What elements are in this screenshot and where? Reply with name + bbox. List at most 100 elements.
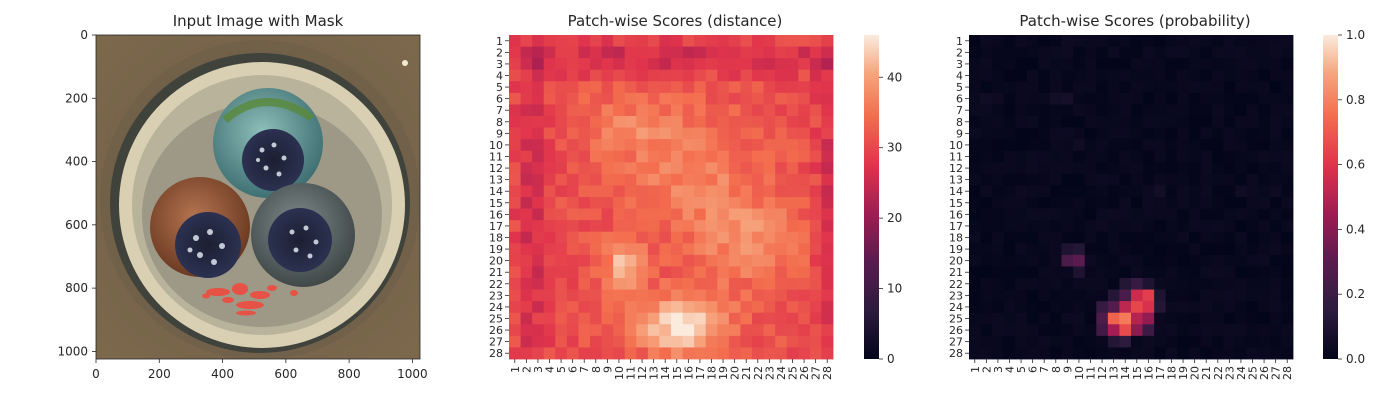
heatmap-cell — [1061, 81, 1074, 94]
row-tick-label: 23 — [489, 289, 503, 302]
heatmap-cell — [636, 197, 649, 209]
colorbar-tick-label: 10 — [887, 282, 902, 296]
heatmap-cell — [728, 185, 741, 198]
heatmap-cell — [775, 116, 788, 128]
heatmap-cell — [520, 266, 533, 279]
heatmap-cell — [590, 162, 602, 175]
heatmap-cell — [578, 312, 591, 325]
heatmap-cell — [763, 173, 776, 186]
heatmap-cell — [636, 254, 649, 267]
heatmap-cell — [740, 324, 753, 337]
heatmap-cell — [717, 35, 730, 47]
heatmap-cell — [705, 335, 718, 348]
heatmap-cell — [1281, 58, 1294, 71]
heatmap-cell — [532, 46, 545, 59]
heatmap-cell — [543, 243, 556, 256]
heatmap-cell — [1050, 46, 1062, 59]
heatmap-cell — [992, 127, 1005, 140]
heatmap-cell — [520, 35, 533, 47]
heatmap-cell — [1131, 220, 1143, 233]
col-tick-label: 11 — [1085, 366, 1098, 380]
row-tick-label: 17 — [489, 220, 503, 233]
col-tick-label: 27 — [810, 366, 823, 380]
heatmap-cell — [1235, 139, 1248, 152]
heatmap-cell — [775, 289, 788, 302]
heatmap-cell — [809, 220, 822, 233]
heatmap-cell — [1003, 278, 1016, 290]
heatmap-cell — [1269, 347, 1282, 360]
row-tick-label: 26 — [949, 324, 963, 337]
image-y-tick-label: 1000 — [57, 344, 88, 358]
heatmap-cell — [624, 104, 637, 117]
heatmap-cell — [659, 289, 672, 302]
heatmap-cell — [1026, 127, 1039, 140]
heatmap-cell — [786, 220, 799, 233]
heatmap-cell — [1281, 301, 1294, 314]
col-tick-label: 25 — [1247, 366, 1260, 380]
heatmap-cell — [1026, 335, 1039, 348]
heatmap-cell — [1050, 127, 1062, 140]
row-tick-label: 20 — [949, 255, 963, 268]
heatmap-cell — [1073, 139, 1086, 152]
heatmap-cell — [1050, 220, 1062, 233]
heatmap-cell — [566, 347, 579, 360]
heatmap-cell — [1177, 243, 1190, 256]
heatmap-cell — [1188, 139, 1201, 152]
heatmap-cell — [1061, 162, 1074, 175]
heatmap-cell — [1212, 185, 1224, 198]
heatmap-cell — [809, 231, 822, 244]
heatmap-cell — [590, 35, 602, 47]
heatmap-cell — [728, 278, 741, 290]
heatmap-cell — [1269, 243, 1282, 256]
heatmap-cell — [705, 92, 718, 105]
heatmap-cell — [717, 69, 730, 82]
heatmap-cell — [740, 185, 753, 198]
heatmap-cell — [786, 208, 799, 221]
heatmap-cell — [980, 197, 993, 209]
heatmap-cell — [1223, 185, 1236, 198]
heatmap-cell — [1073, 220, 1086, 233]
heatmap-cell — [1119, 185, 1132, 198]
heatmap-cell — [1131, 266, 1143, 279]
heatmap-cell — [1177, 254, 1190, 267]
heatmap-cell — [1038, 150, 1051, 163]
heatmap-cell — [509, 116, 521, 128]
heatmap-cell — [520, 220, 533, 233]
heatmap-cell — [671, 116, 683, 128]
heatmap-cell — [809, 69, 822, 82]
heatmap-cell — [1119, 35, 1132, 47]
heatmap-cell — [1188, 254, 1201, 267]
heatmap-cell — [659, 254, 672, 267]
heatmap-cell — [636, 35, 649, 47]
heatmap-cell — [1073, 58, 1086, 71]
heatmap-cell — [1026, 35, 1039, 47]
heatmap-cell — [1269, 220, 1282, 233]
heatmap-cell — [798, 254, 811, 267]
heatmap-cell — [601, 173, 614, 186]
heatmap-cell — [969, 335, 981, 348]
heatmap-cell — [555, 324, 568, 337]
heatmap-cell — [1038, 81, 1051, 94]
heatmap-cell — [682, 289, 695, 302]
heatmap-cell — [705, 139, 718, 152]
heatmap-cell — [969, 254, 981, 267]
heatmap-cell — [682, 266, 695, 279]
heatmap-cell — [1026, 162, 1039, 175]
heatmap-cell — [821, 208, 834, 221]
heatmap-cell — [613, 208, 626, 221]
heatmap-cell — [786, 254, 799, 267]
heatmap-cell — [1050, 35, 1062, 47]
heatmap-cell — [601, 35, 614, 47]
heatmap-cell — [578, 46, 591, 59]
heatmap-cell — [682, 324, 695, 337]
heatmap-cell — [1119, 312, 1132, 325]
heatmap-cell — [1235, 58, 1248, 71]
heatmap-cell — [624, 92, 637, 105]
heatmap-cell — [1200, 162, 1213, 175]
heatmap-cell — [1142, 324, 1155, 337]
heatmap-cell — [1154, 185, 1167, 198]
heatmap-cell — [809, 347, 822, 360]
heatmap-cell — [1003, 104, 1016, 117]
heatmap-cell — [1258, 312, 1271, 325]
heatmap-cell — [1188, 173, 1201, 186]
